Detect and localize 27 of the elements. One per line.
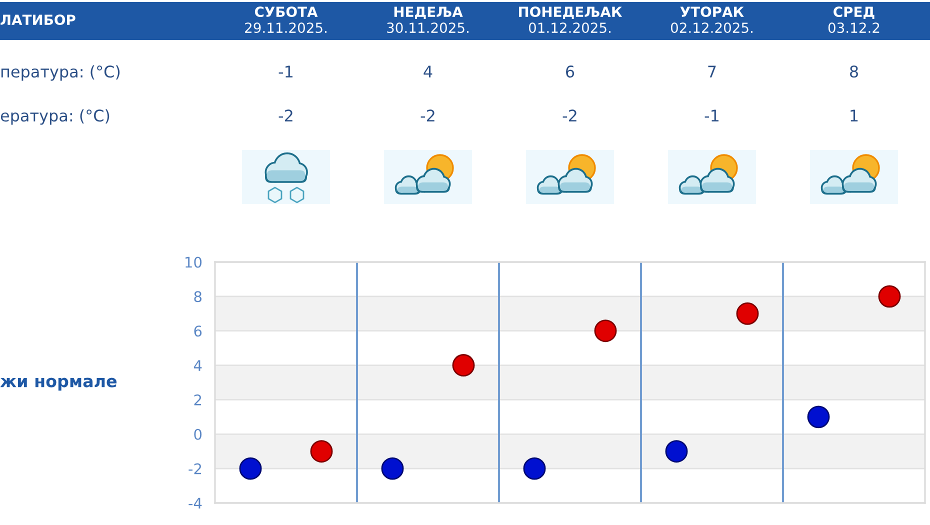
data-label: 6 <box>566 66 574 78</box>
text: ература: (°C) <box>0 109 110 125</box>
text: ПОНЕДЕЉАК 01.12.2025. <box>519 6 622 34</box>
data-label: -2 <box>420 110 434 122</box>
text: УТОРАК 02.12.2025. <box>670 6 752 34</box>
text: НЕДЕЉА 30.11.2025. <box>387 6 468 34</box>
y-tick-label: 0 <box>194 428 202 440</box>
data-label: 8 <box>850 66 858 78</box>
y-tick-label: 8 <box>194 291 202 302</box>
y-tick-label: 10 <box>186 256 202 268</box>
y-tick-label: -4 <box>188 498 202 509</box>
data-label: 7 <box>708 66 716 78</box>
text: СУБОТА 29.11.2025. <box>245 6 326 34</box>
text: ЛАТИБОР <box>0 14 76 26</box>
y-tick-label: -2 <box>188 463 202 474</box>
y-tick-label: 4 <box>194 360 202 371</box>
y-tick-label: 6 <box>194 326 202 337</box>
data-label: 1 <box>850 110 858 122</box>
data-label: -2 <box>562 110 576 122</box>
data-label: -1 <box>704 110 718 122</box>
data-label: -2 <box>278 110 292 122</box>
text: СРЕД 03.12.2 <box>828 6 880 34</box>
y-tick-label: 2 <box>194 394 202 406</box>
text: пература: (°C) <box>1 65 120 81</box>
y-axis-title: жи нормале <box>0 378 117 391</box>
data-label: -1 <box>278 66 292 78</box>
data-label: 4 <box>424 66 432 78</box>
